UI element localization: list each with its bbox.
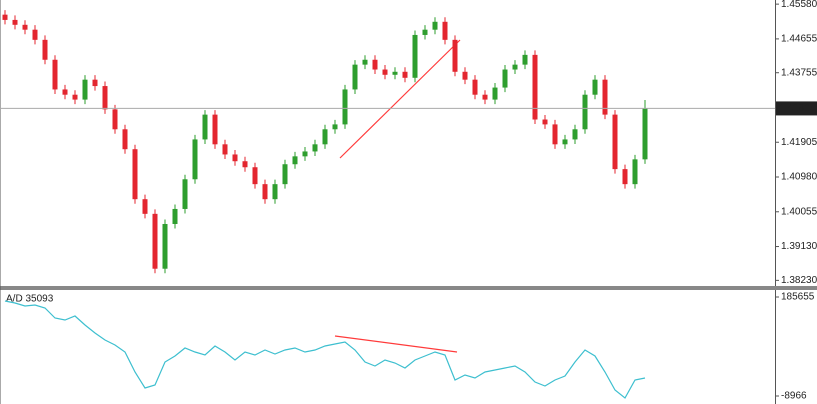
y-tick-label: 1.44655 (781, 34, 817, 45)
panel-separator (0, 286, 817, 290)
indicator-trendline (334, 335, 458, 353)
candle-body (402, 71, 408, 78)
candle-body (92, 79, 98, 87)
candle-body (612, 114, 618, 170)
candle-body (232, 154, 238, 162)
candle-body (602, 79, 608, 115)
candle-body (372, 59, 378, 70)
candle-body (292, 156, 298, 165)
candle-body (622, 169, 628, 185)
price-trendline (339, 39, 461, 159)
candle-body (192, 139, 198, 180)
candle-body (152, 213, 158, 269)
candle-body (362, 59, 368, 65)
candle-body (442, 21, 448, 40)
candle-body (32, 29, 38, 40)
candle-body (452, 39, 458, 72)
candle-body (202, 114, 208, 140)
y-tick-label: 1.45580 (781, 0, 817, 10)
candle-body (642, 108, 648, 160)
candle-body (422, 29, 428, 35)
candle-body (122, 129, 128, 150)
candle-body (332, 124, 338, 130)
current-price-box (776, 101, 817, 116)
candle-body (632, 159, 638, 185)
candle-body (62, 89, 68, 95)
candle-body (242, 161, 248, 168)
candle-body (212, 114, 218, 145)
candle-body (222, 144, 228, 155)
candle-body (582, 94, 588, 130)
candle-body (572, 129, 578, 140)
candle-body (132, 149, 138, 200)
candle-body (312, 144, 318, 152)
candle-body (502, 69, 508, 88)
candle-body (262, 184, 268, 200)
candle-body (2, 14, 8, 20)
candle-body (252, 167, 258, 185)
y-tick-label: 1.43755 (781, 67, 817, 78)
candle-body (162, 223, 168, 269)
ad-line (4, 300, 646, 399)
candle-body (112, 109, 118, 130)
candle-body (412, 34, 418, 78)
candle-body (552, 124, 558, 145)
candle-body (562, 139, 568, 145)
candle-body (432, 21, 438, 30)
candle-body (22, 24, 28, 30)
candle-body (522, 54, 528, 65)
candle-body (282, 164, 288, 185)
candle-body (322, 129, 328, 145)
candle-body (182, 179, 188, 209)
candle-body (52, 59, 58, 90)
candle-body (592, 79, 598, 95)
candle-body (462, 71, 468, 80)
candle-body (342, 89, 348, 125)
candle-body (272, 184, 278, 200)
y-tick-label: -8966 (781, 391, 807, 402)
candle-body (72, 94, 78, 100)
candle-body (472, 79, 478, 95)
candle-body (352, 64, 358, 90)
candle-body (12, 19, 18, 25)
y-tick-label: 1.40980 (781, 172, 817, 183)
y-tick-label: 1.40055 (781, 206, 817, 217)
indicator-title: A/D 35093 (6, 294, 54, 305)
candle-body (532, 54, 538, 120)
candle-body (82, 79, 88, 100)
y-tick-label: 1.41905 (781, 137, 817, 148)
candle-body (102, 86, 108, 110)
candle-body (172, 208, 178, 224)
candle-body (142, 199, 148, 214)
current-price-label: 1.42805 (779, 103, 816, 114)
candle-body (542, 119, 548, 125)
candle-body (42, 39, 48, 60)
candle-body (512, 64, 518, 70)
y-tick-label: 1.38230 (781, 275, 817, 286)
candle-body (382, 69, 388, 75)
candle-body (392, 71, 398, 75)
y-tick-label: 1.39130 (781, 241, 817, 252)
candle-body (492, 87, 498, 100)
candle-body (302, 151, 308, 157)
candle-body (482, 94, 488, 100)
y-tick-label: 185655 (781, 292, 815, 303)
